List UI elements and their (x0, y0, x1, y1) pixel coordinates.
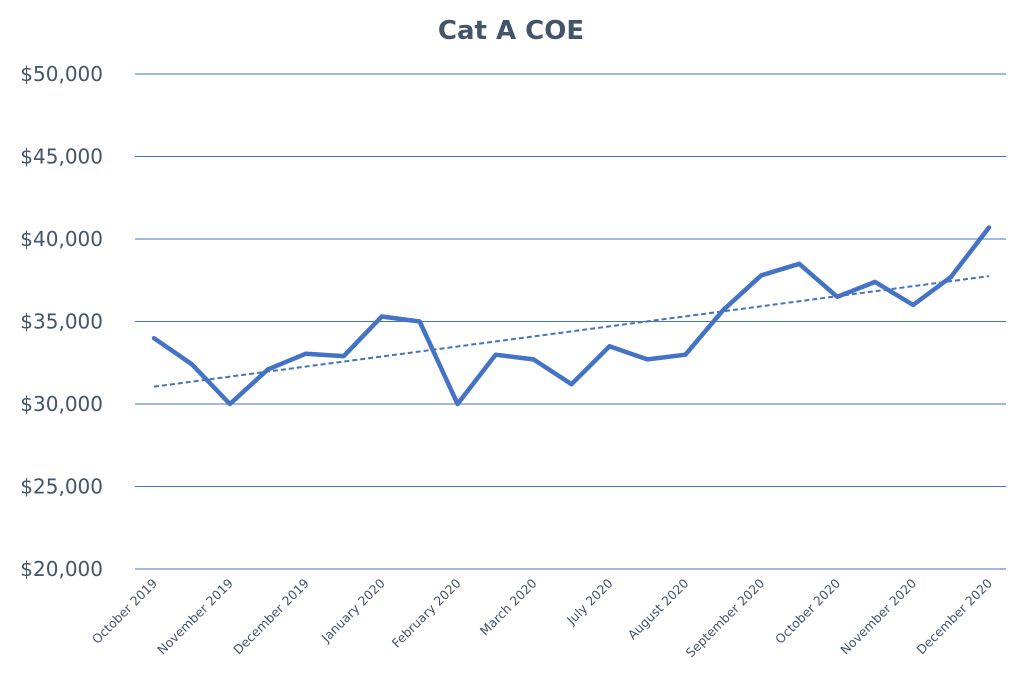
data-point (873, 280, 877, 284)
x-tick-label: December 2019 (230, 575, 312, 657)
chart-title: Cat A COE (438, 16, 584, 46)
data-point (949, 275, 953, 279)
data-point (607, 344, 611, 348)
data-point (494, 353, 498, 357)
gridlines (135, 73, 1006, 570)
trendline (153, 275, 990, 388)
data-point (570, 382, 574, 386)
y-tick-label: $25,000 (20, 475, 103, 499)
data-point (304, 352, 308, 356)
series-layer (151, 225, 992, 407)
trendline-layer (153, 275, 990, 388)
x-tick-label: February 2020 (389, 575, 464, 650)
y-tick-label: $35,000 (20, 310, 103, 334)
y-tick-label: $50,000 (20, 62, 103, 86)
data-point (835, 295, 839, 299)
y-tick-label: $45,000 (20, 145, 103, 169)
data-point (190, 362, 194, 366)
y-tick-label: $30,000 (20, 392, 103, 416)
y-tick-label: $20,000 (20, 557, 103, 581)
x-tick-label: November 2019 (154, 575, 236, 657)
data-point (266, 367, 270, 371)
data-point (683, 353, 687, 357)
x-tick-label: November 2020 (837, 575, 919, 657)
x-tick-label: March 2020 (477, 575, 540, 638)
data-point (645, 357, 649, 361)
data-point (152, 336, 156, 340)
data-point (532, 357, 536, 361)
data-point (228, 402, 232, 406)
y-axis-ticks: $50,000 $45,000 $40,000 $35,000 $30,000 $25,0… (20, 62, 103, 581)
x-tick-label: October 2019 (89, 575, 160, 646)
data-point (797, 262, 801, 266)
x-tick-label: September 2020 (683, 575, 768, 660)
data-point (456, 402, 460, 406)
data-point (418, 320, 422, 324)
data-point (342, 354, 346, 358)
x-tick-label: July 2020 (563, 575, 616, 628)
y-tick-label: $40,000 (20, 227, 103, 251)
series-line (151, 225, 992, 407)
x-tick-label: October 2020 (772, 575, 843, 646)
x-tick-label: January 2020 (318, 575, 388, 645)
data-point (721, 308, 725, 312)
data-point (759, 273, 763, 277)
data-point (380, 315, 384, 319)
x-tick-label: December 2020 (913, 575, 995, 657)
data-point (987, 225, 991, 229)
x-tick-label: August 2020 (625, 575, 692, 642)
data-point (911, 303, 915, 307)
